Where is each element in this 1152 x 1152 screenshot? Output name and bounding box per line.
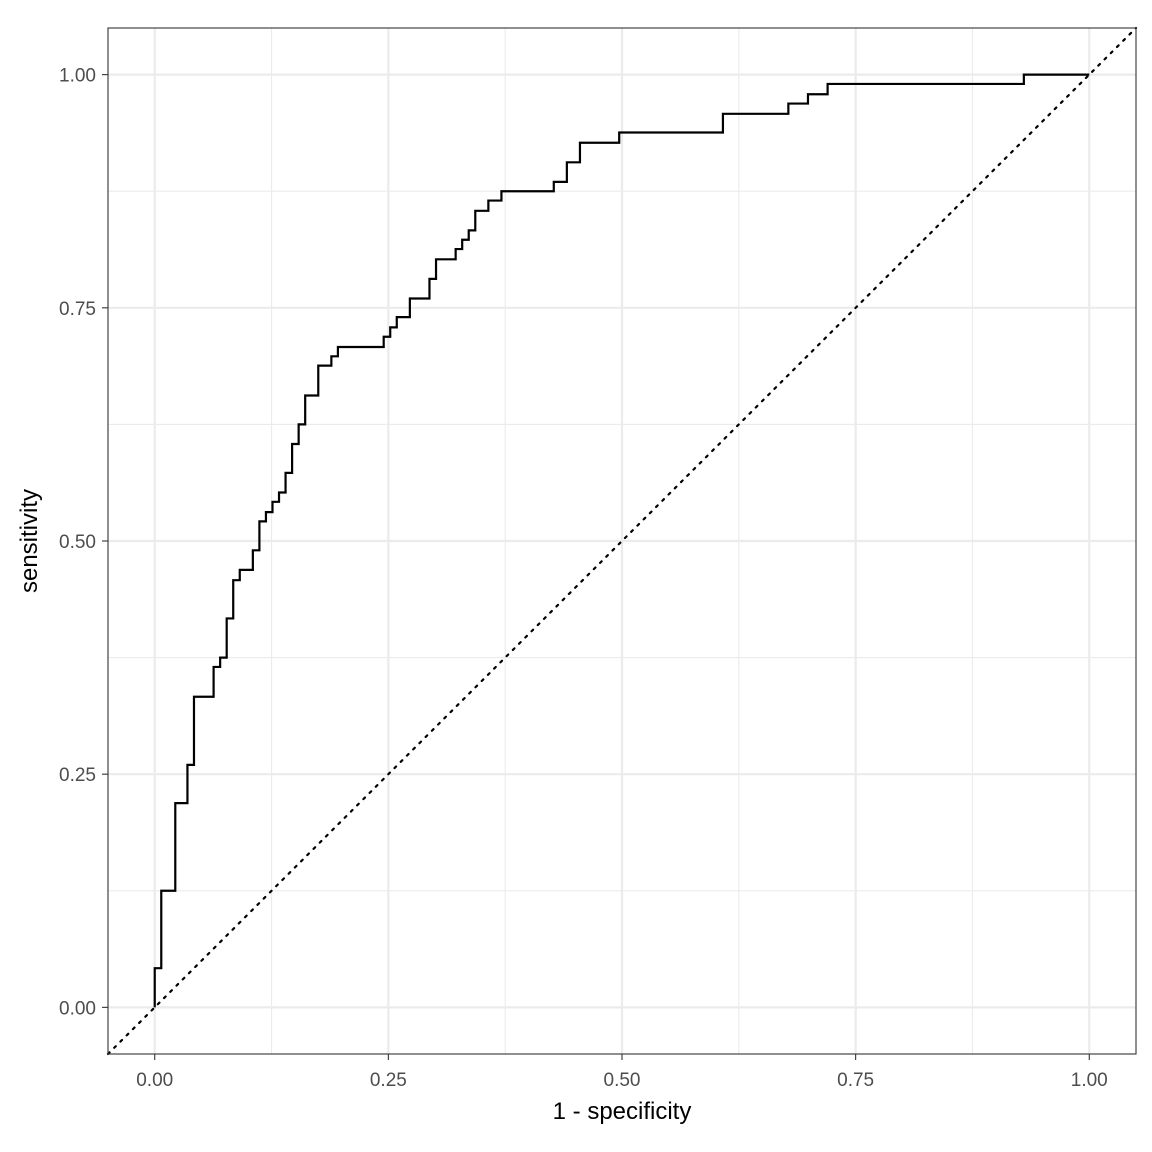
x-tick-label-1: 0.25 [370, 1070, 407, 1091]
x-tick-label-0: 0.00 [136, 1070, 173, 1091]
y-tick-label-0: 0.00 [59, 998, 96, 1019]
y-tick-label-1: 0.25 [59, 765, 96, 786]
grid [108, 28, 1136, 1054]
roc-curve-line [153, 73, 1090, 1008]
x-tick-label-2: 0.50 [604, 1070, 641, 1091]
y-tick-label-4: 1.00 [59, 66, 96, 87]
x-tick-label-4: 1.00 [1071, 1070, 1108, 1091]
x-tick-label-3: 0.75 [837, 1070, 874, 1091]
y-tick-label-3: 0.75 [59, 299, 96, 320]
y-axis-title: sensitivity [16, 489, 43, 593]
plot-data [106, 26, 1138, 1056]
y-tick-label-2: 0.50 [59, 532, 96, 553]
axes: 0.00 0.25 0.50 0.75 1.00 0.00 0.25 0.50 0.75 1.00 [59, 66, 1108, 1091]
x-axis-title: 1 - specificity [553, 1098, 692, 1125]
